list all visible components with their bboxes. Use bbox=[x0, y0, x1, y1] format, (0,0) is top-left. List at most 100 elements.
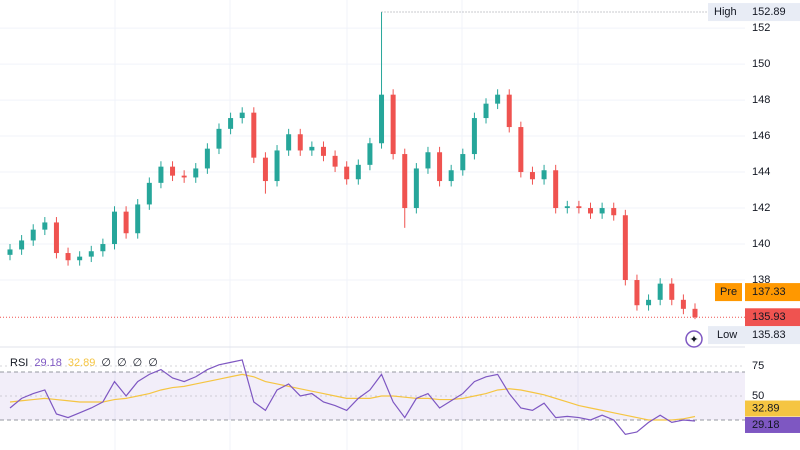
candle-body bbox=[216, 128, 222, 149]
candle-body bbox=[576, 206, 582, 209]
candle-body bbox=[588, 208, 594, 214]
low-label: Low bbox=[717, 329, 737, 341]
rsi-value: 29.18 bbox=[752, 419, 780, 431]
low-value: 135.83 bbox=[752, 329, 786, 341]
candle-body bbox=[402, 154, 408, 209]
y-tick-label: 138 bbox=[752, 274, 770, 286]
candle-body bbox=[553, 170, 559, 209]
candle-body bbox=[518, 127, 524, 173]
candle-body bbox=[529, 172, 535, 180]
candle-body bbox=[274, 150, 280, 182]
y-tick-label: 152 bbox=[752, 22, 770, 34]
rsi-tick-label: 50 bbox=[752, 390, 764, 402]
candle-body bbox=[680, 299, 686, 309]
candle-body bbox=[669, 283, 675, 300]
candle-body bbox=[7, 249, 13, 255]
candle-body bbox=[19, 240, 25, 250]
y-tick-label: 144 bbox=[752, 166, 770, 178]
candle-body bbox=[599, 208, 605, 214]
high-label: High bbox=[714, 6, 737, 18]
pre-box bbox=[745, 283, 800, 302]
candle-body bbox=[309, 146, 315, 151]
candle-body bbox=[390, 94, 396, 155]
candle-body bbox=[146, 182, 152, 205]
rsi-header-extra: ∅ bbox=[101, 357, 111, 369]
candle-body bbox=[564, 206, 570, 209]
rsi-title: RSI bbox=[10, 357, 28, 369]
candle-body bbox=[204, 148, 210, 169]
candle-body bbox=[158, 166, 164, 183]
candle-body bbox=[483, 103, 489, 119]
y-tick-label: 148 bbox=[752, 94, 770, 106]
candle-body bbox=[344, 166, 350, 180]
rsi-line bbox=[9, 373, 696, 421]
replay-icon: ✦ bbox=[689, 334, 698, 346]
rsi-band bbox=[0, 371, 745, 420]
pre-value: 137.33 bbox=[752, 286, 786, 298]
candle-body bbox=[228, 118, 234, 129]
candle-body bbox=[437, 152, 443, 182]
candle-body bbox=[332, 155, 338, 167]
replay-button[interactable] bbox=[685, 330, 703, 348]
candle-body bbox=[77, 256, 83, 261]
last-box bbox=[745, 308, 800, 327]
high-box bbox=[708, 3, 800, 22]
rsi-value: 32.89 bbox=[752, 402, 780, 414]
candle-body bbox=[123, 211, 129, 234]
candle-body bbox=[657, 283, 663, 300]
candle-body bbox=[634, 280, 640, 306]
candle-body bbox=[111, 211, 117, 245]
candle-body bbox=[379, 94, 385, 144]
rsi-header-value: 29.18 bbox=[34, 357, 62, 369]
candle-body bbox=[88, 251, 94, 257]
candle-body bbox=[622, 215, 628, 281]
y-tick-label: 146 bbox=[752, 130, 770, 142]
candle-body bbox=[53, 222, 59, 254]
candle-body bbox=[42, 222, 48, 230]
high-value: 152.89 bbox=[752, 6, 786, 18]
candle-body bbox=[320, 146, 326, 156]
candle-body bbox=[100, 244, 106, 252]
low-box bbox=[708, 326, 800, 345]
candle-body bbox=[448, 170, 454, 182]
candle-body bbox=[460, 154, 466, 171]
candle-body bbox=[413, 168, 419, 209]
rsi-line bbox=[9, 359, 696, 436]
candle-body bbox=[30, 229, 36, 241]
candle-body bbox=[646, 299, 652, 306]
candle-body bbox=[170, 166, 176, 176]
rsi-header-extra: ∅ bbox=[148, 357, 158, 369]
rsi-header-extra: ∅ bbox=[117, 357, 127, 369]
candle-body bbox=[286, 134, 292, 151]
candle-body bbox=[193, 168, 199, 178]
candle-body bbox=[262, 157, 268, 182]
candle-body bbox=[541, 170, 547, 180]
y-tick-label: 142 bbox=[752, 202, 770, 214]
y-tick-label: 140 bbox=[752, 238, 770, 250]
candle-body bbox=[297, 134, 303, 151]
candle-body bbox=[181, 175, 187, 178]
candle-body bbox=[65, 253, 71, 261]
candle-body bbox=[251, 112, 257, 158]
rsi-header-value: 32.89 bbox=[68, 357, 96, 369]
y-tick-label: 150 bbox=[752, 58, 770, 70]
candle-body bbox=[692, 308, 698, 318]
rsi-header: RSI 29.18 32.89 ∅ ∅ ∅ ∅ bbox=[10, 357, 158, 369]
candle-body bbox=[506, 94, 512, 128]
candle-body bbox=[367, 143, 373, 165]
candle-body bbox=[495, 94, 501, 104]
rsi-tick-label: 75 bbox=[752, 360, 764, 372]
rsi-value-box bbox=[745, 416, 800, 433]
pre-label: Pre bbox=[720, 286, 737, 298]
candle-body bbox=[471, 118, 477, 155]
rsi-header-extra: ∅ bbox=[133, 357, 143, 369]
candle-body bbox=[355, 164, 361, 180]
candle-body bbox=[611, 208, 617, 216]
candle-body bbox=[135, 204, 141, 234]
pre-tag bbox=[715, 283, 742, 302]
candle-body bbox=[425, 152, 431, 169]
last-value: 135.93 bbox=[752, 311, 786, 323]
candle-body bbox=[239, 112, 245, 119]
rsi-value-box bbox=[745, 400, 800, 417]
